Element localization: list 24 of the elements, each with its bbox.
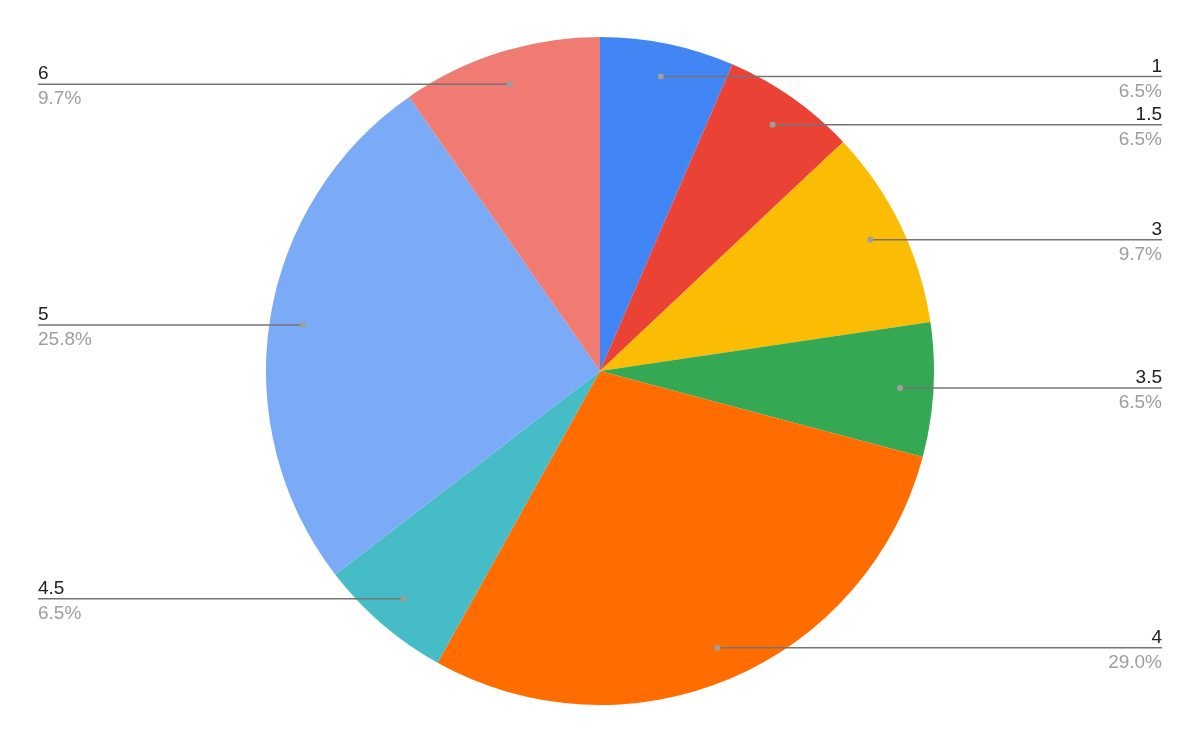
slice-label: 3.5 [1135, 365, 1162, 387]
pie-slice [600, 64, 844, 371]
slice-label: 3 [1151, 217, 1162, 239]
pie-slice [335, 371, 600, 663]
slice-label: 4.5 [38, 576, 65, 598]
pie-slice [409, 37, 600, 371]
data-label: 25.8% [38, 328, 92, 349]
data-label: 9.7% [1118, 242, 1163, 264]
slice-label: 5 [38, 303, 49, 324]
pie-slice [437, 371, 923, 705]
data-label: 6.5% [1118, 390, 1163, 412]
pie-slice [266, 96, 600, 575]
data-label: 6.5% [38, 601, 82, 623]
slice-label: 6 [38, 62, 49, 84]
data-label: 6.5% [1118, 127, 1163, 149]
data-label: 6.5% [1118, 79, 1163, 101]
slice-label: 4 [1151, 625, 1163, 647]
slice-label: 1 [1151, 54, 1162, 76]
data-label: 29.0% [1108, 650, 1163, 672]
pie-slice [600, 321, 934, 457]
pie-slice [600, 37, 733, 371]
slice-label: 1.5 [1135, 102, 1162, 124]
data-label: 9.7% [38, 87, 82, 109]
pie-slice [600, 141, 931, 371]
